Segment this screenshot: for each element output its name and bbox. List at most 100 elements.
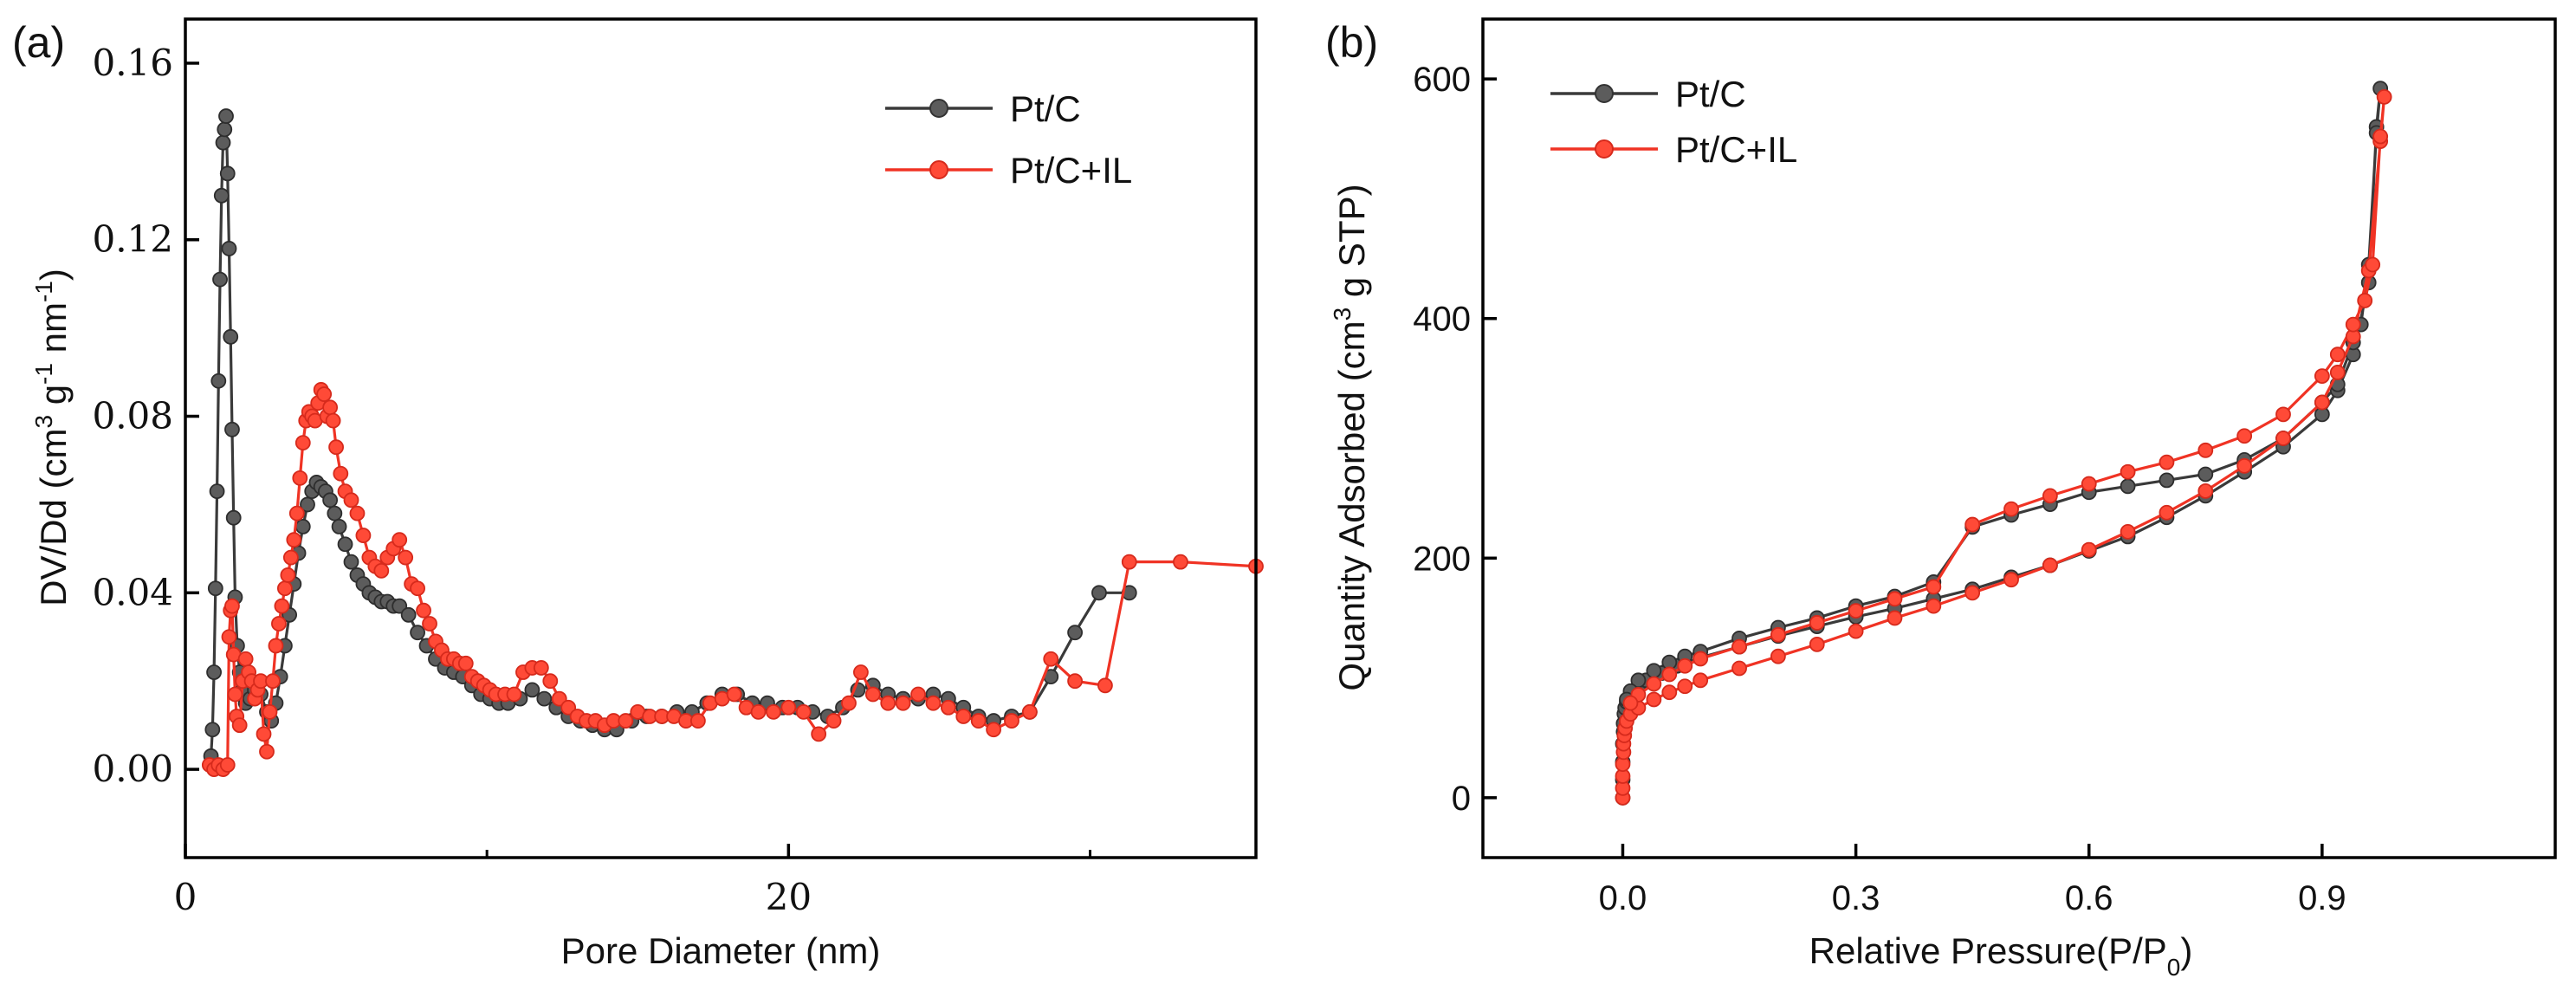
data-point xyxy=(1043,651,1059,667)
data-point xyxy=(392,532,408,548)
data-point xyxy=(259,743,275,760)
svg-text:Quantity Adsorbed (cm3 g STP): Quantity Adsorbed (cm3 g STP) xyxy=(1329,184,1372,690)
data-point xyxy=(416,602,431,619)
data-point xyxy=(265,673,281,690)
data-point xyxy=(219,165,236,182)
data-point xyxy=(2329,347,2346,363)
legend-label-ptc: Pt/C xyxy=(1010,88,1081,129)
data-point xyxy=(2042,488,2058,504)
panel-b-chart: (b) 0.0 0.3 0.6 0.9 0 200 400 600 Relative Pres… xyxy=(1325,17,2557,981)
data-point xyxy=(1661,666,1678,683)
y-tick-label: 0.08 xyxy=(92,395,173,437)
data-point xyxy=(2275,431,2291,446)
data-point xyxy=(750,703,767,720)
data-point xyxy=(2236,457,2253,474)
data-point xyxy=(422,616,437,632)
data-point xyxy=(2329,365,2346,380)
data-point xyxy=(322,399,339,416)
data-point xyxy=(227,686,243,703)
data-point xyxy=(337,536,353,553)
legend-label-ptc-il: Pt/C+IL xyxy=(1675,129,1797,170)
data-point xyxy=(1926,579,1942,595)
x-tick-label: 0.0 xyxy=(1599,879,1647,917)
data-point xyxy=(533,660,549,676)
data-point xyxy=(217,121,233,138)
data-point xyxy=(1770,626,1786,643)
data-point xyxy=(224,598,240,614)
data-point xyxy=(333,465,349,482)
panel-a-plot-frame xyxy=(184,17,1258,859)
legend-label-ptc-il: Pt/C+IL xyxy=(1010,150,1132,191)
data-point xyxy=(1646,676,1662,692)
data-point xyxy=(2357,293,2373,308)
data-point xyxy=(506,686,522,703)
data-point xyxy=(955,709,972,724)
data-point xyxy=(206,664,222,680)
panel-a-ylabel-part: ) xyxy=(33,269,74,281)
data-point xyxy=(1004,713,1019,729)
data-point xyxy=(207,580,223,597)
data-point xyxy=(1097,677,1113,694)
data-point xyxy=(294,435,311,450)
data-point xyxy=(1926,598,1942,614)
y-tick-label: 0.04 xyxy=(92,571,173,613)
data-point xyxy=(852,664,869,680)
data-point xyxy=(841,695,857,711)
data-point xyxy=(457,655,474,671)
data-point xyxy=(221,629,237,645)
data-point xyxy=(825,713,842,729)
y-tick-label: 600 xyxy=(1413,61,1471,99)
data-point xyxy=(2314,368,2330,384)
data-point xyxy=(2120,478,2136,495)
data-point xyxy=(300,496,315,513)
data-point xyxy=(328,439,344,456)
panel-a-chart: (a) 0 20 0.00 0.04 0.08 0.12 0.16 Pore Diamete… xyxy=(12,17,1264,971)
data-point xyxy=(2372,128,2389,145)
x-tick-label: 20 xyxy=(766,876,812,918)
data-point xyxy=(766,703,781,720)
data-point xyxy=(811,726,827,742)
data-point xyxy=(210,372,227,389)
data-point xyxy=(940,699,956,716)
data-point xyxy=(223,328,239,345)
data-point xyxy=(925,695,942,711)
data-point xyxy=(1067,625,1083,641)
data-point xyxy=(343,492,359,508)
data-point xyxy=(618,713,634,729)
data-point xyxy=(895,695,911,711)
data-point xyxy=(2365,256,2381,273)
legend-marker-ptc-il xyxy=(929,160,948,179)
data-point xyxy=(286,532,302,548)
y-tick-label: 0.12 xyxy=(92,218,173,261)
panel-a-x-axis-label: Pore Diameter (nm) xyxy=(561,930,881,971)
data-point xyxy=(1887,610,1903,626)
data-point xyxy=(880,695,896,711)
panel-b-xlabel-sub: 0 xyxy=(2167,954,2181,981)
data-point xyxy=(551,690,567,707)
panel-b-label: (b) xyxy=(1325,18,1378,67)
panel-b-ylabel-part: g STP) xyxy=(1331,184,1372,307)
panel-a-label: (a) xyxy=(12,18,65,67)
data-point xyxy=(1677,657,1693,674)
data-point xyxy=(225,509,242,526)
data-point xyxy=(1622,695,1639,711)
data-point xyxy=(542,673,559,690)
y-tick-label: 0.16 xyxy=(92,42,173,84)
data-point xyxy=(1809,636,1825,652)
data-point xyxy=(2376,88,2392,105)
data-point xyxy=(231,717,248,734)
data-point xyxy=(524,682,540,698)
data-point xyxy=(2081,541,2097,558)
data-point xyxy=(410,580,425,597)
x-tick-label: 0.9 xyxy=(2298,879,2346,917)
data-point xyxy=(1067,673,1083,690)
data-point xyxy=(689,713,706,729)
legend-marker-ptc xyxy=(929,99,948,118)
panel-b-plot-frame xyxy=(1481,17,2557,859)
series-ptc-il xyxy=(201,382,1264,778)
data-point xyxy=(212,271,228,288)
data-point xyxy=(1731,660,1747,677)
series-line xyxy=(209,114,1129,756)
data-point xyxy=(237,651,254,667)
